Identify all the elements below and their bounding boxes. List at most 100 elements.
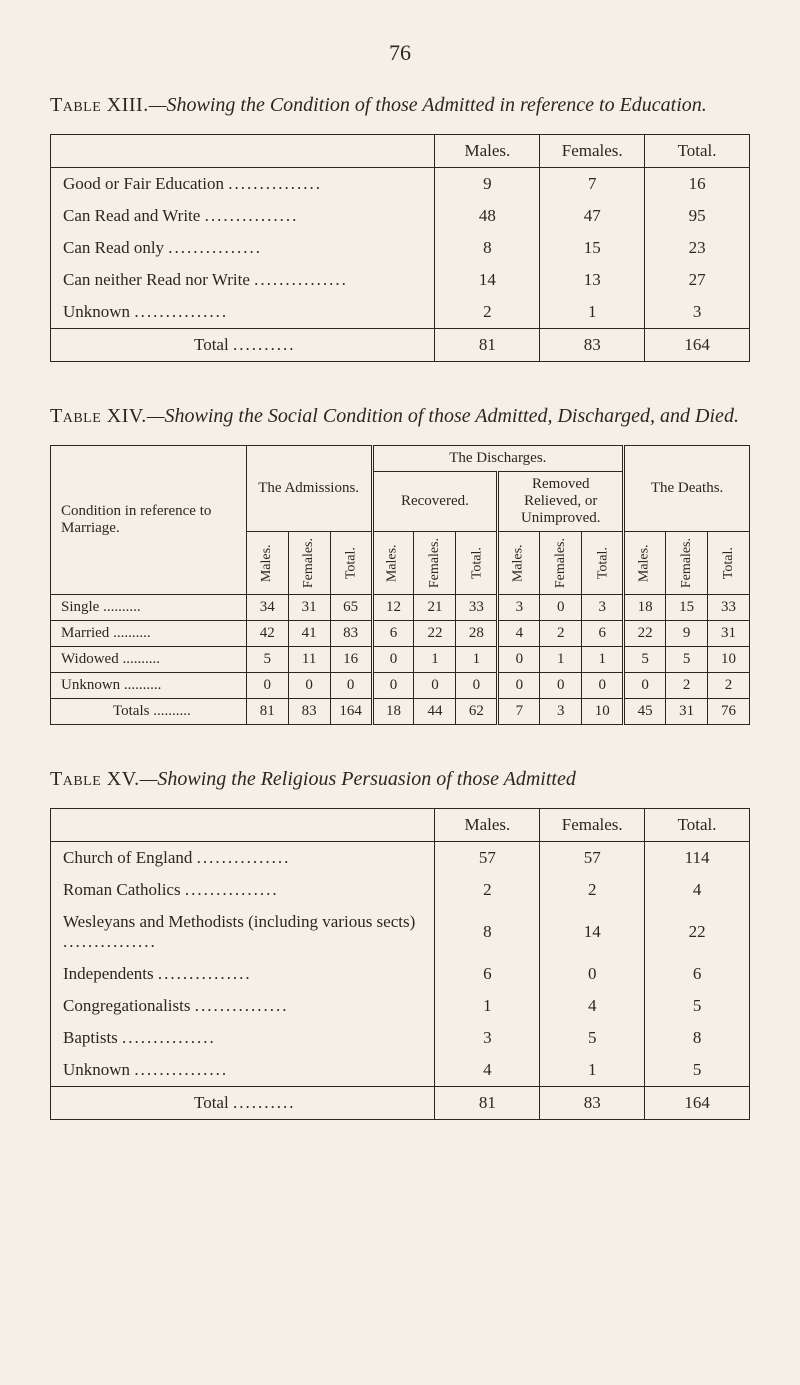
cell: 22 xyxy=(645,906,750,958)
cell: 2 xyxy=(666,673,708,699)
total-cell: 18 xyxy=(372,699,414,725)
cell: 27 xyxy=(645,264,750,296)
table-row: Unknown ...............415 xyxy=(51,1054,750,1087)
cell: 8 xyxy=(435,232,540,264)
table-15-title-prefix: Table XV. xyxy=(50,768,140,790)
row-label: Unknown ............... xyxy=(51,1054,435,1087)
cell: 5 xyxy=(645,990,750,1022)
cell: 15 xyxy=(540,232,645,264)
cell: 41 xyxy=(288,621,330,647)
row-label: Church of England ............... xyxy=(51,842,435,875)
cell: 3 xyxy=(498,595,540,621)
cell: 12 xyxy=(372,595,414,621)
table-13-title: Table XIII.—Showing the Condition of tho… xyxy=(50,91,750,119)
cell: 16 xyxy=(330,647,372,673)
cell: 6 xyxy=(645,958,750,990)
row-label: Married .......... xyxy=(51,621,247,647)
total-cell: 164 xyxy=(330,699,372,725)
cell: 0 xyxy=(372,673,414,699)
table-row: Church of England ...............5757114 xyxy=(51,842,750,875)
total-cell: 81 xyxy=(435,329,540,362)
table-13: Males. Females. Total. Good or Fair Educ… xyxy=(50,134,750,362)
cell: 7 xyxy=(540,168,645,201)
table-row: Can neither Read nor Write .............… xyxy=(51,264,750,296)
cell: 1 xyxy=(435,990,540,1022)
total-cell: 83 xyxy=(540,329,645,362)
table-14-title: Table XIV.—Showing the Social Condition … xyxy=(50,402,750,430)
cell: 22 xyxy=(414,621,456,647)
table-14-title-rest: —Showing the Social Condition of those A… xyxy=(147,405,739,427)
table-row: Can Read and Write ...............484795 xyxy=(51,200,750,232)
cell: 21 xyxy=(414,595,456,621)
group-deaths: The Deaths. xyxy=(624,446,750,532)
cell: 28 xyxy=(456,621,498,647)
table-header-blank xyxy=(51,809,435,842)
row-label: Roman Catholics ............... xyxy=(51,874,435,906)
cell: 0 xyxy=(372,647,414,673)
total-label: Total .......... xyxy=(51,329,435,362)
col-males: Males. xyxy=(435,809,540,842)
cell: 6 xyxy=(435,958,540,990)
cell: 9 xyxy=(666,621,708,647)
table-header-blank xyxy=(51,135,435,168)
cell: 4 xyxy=(540,990,645,1022)
row-label: Independents ............... xyxy=(51,958,435,990)
sub-females: Females. xyxy=(540,532,582,595)
cell: 13 xyxy=(540,264,645,296)
cell: 4 xyxy=(498,621,540,647)
cell: 1 xyxy=(540,1054,645,1087)
col-females: Females. xyxy=(540,809,645,842)
cell: 1 xyxy=(540,296,645,329)
total-cell: 164 xyxy=(645,329,750,362)
cell: 1 xyxy=(456,647,498,673)
cell: 1 xyxy=(540,647,582,673)
cell: 0 xyxy=(288,673,330,699)
total-cell: 7 xyxy=(498,699,540,725)
table-row: Congregationalists ...............145 xyxy=(51,990,750,1022)
sub-males: Males. xyxy=(498,532,540,595)
cell: 5 xyxy=(645,1054,750,1087)
cell: 0 xyxy=(582,673,624,699)
page-number: 76 xyxy=(50,40,750,66)
cell: 14 xyxy=(540,906,645,958)
cell: 2 xyxy=(435,874,540,906)
cell: 5 xyxy=(246,647,288,673)
total-cell: 62 xyxy=(456,699,498,725)
cell: 10 xyxy=(708,647,750,673)
row-label: Can Read and Write ............... xyxy=(51,200,435,232)
total-row: Total ..........8183164 xyxy=(51,329,750,362)
cell: 5 xyxy=(540,1022,645,1054)
table-14-header-row-1: Condition in reference to Marriage. The … xyxy=(51,446,750,472)
cell: 0 xyxy=(624,673,666,699)
col-total: Total. xyxy=(645,135,750,168)
sub-males: Males. xyxy=(372,532,414,595)
cell: 31 xyxy=(288,595,330,621)
table-14: Condition in reference to Marriage. The … xyxy=(50,445,750,725)
table-13-title-rest: —Showing the Condition of those Admitted… xyxy=(149,94,707,116)
table-row: Can Read only ...............81523 xyxy=(51,232,750,264)
cell: 9 xyxy=(435,168,540,201)
table-row: Unknown ..........000000000022 xyxy=(51,673,750,699)
col-males: Males. xyxy=(435,135,540,168)
table-row: Roman Catholics ...............224 xyxy=(51,874,750,906)
table-15: Males. Females. Total. Church of England… xyxy=(50,808,750,1120)
cell: 0 xyxy=(498,647,540,673)
cell: 47 xyxy=(540,200,645,232)
col-total: Total. xyxy=(645,809,750,842)
table-row: Married ..........4241836222842622931 xyxy=(51,621,750,647)
cell: 3 xyxy=(582,595,624,621)
total-cell: 10 xyxy=(582,699,624,725)
table-13-title-prefix: Table XIII. xyxy=(50,94,149,116)
table-15-header-row: Males. Females. Total. xyxy=(51,809,750,842)
table-row: Independents ...............606 xyxy=(51,958,750,990)
cell: 6 xyxy=(372,621,414,647)
row-label: Unknown .......... xyxy=(51,673,247,699)
row-label: Widowed .......... xyxy=(51,647,247,673)
cell: 0 xyxy=(540,595,582,621)
total-cell: 81 xyxy=(246,699,288,725)
table-13-block: Table XIII.—Showing the Condition of tho… xyxy=(50,91,750,362)
table-15-title: Table XV.—Showing the Religious Persuasi… xyxy=(50,765,750,793)
cell: 2 xyxy=(540,874,645,906)
corner-label: Condition in reference to Marriage. xyxy=(51,446,247,595)
total-cell: 44 xyxy=(414,699,456,725)
